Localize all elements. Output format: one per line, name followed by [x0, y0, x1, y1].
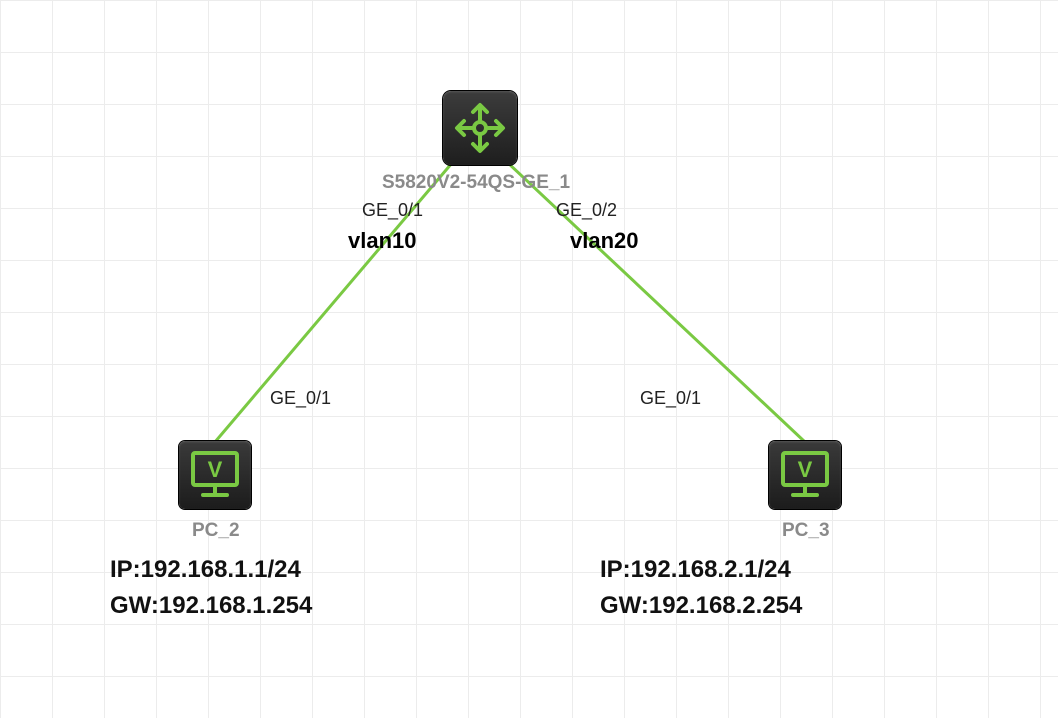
pc2-name: PC_2	[192, 520, 240, 542]
pc3-ip: IP:192.168.2.1/24	[600, 556, 791, 584]
router-arrows-icon	[452, 100, 508, 156]
pc3-port-label: GE_0/1	[640, 388, 701, 409]
pc2-node[interactable]: V	[179, 441, 251, 509]
pc-icon: V	[769, 441, 841, 509]
pc2-port-label: GE_0/1	[270, 388, 331, 409]
switch-label: S5820V2-54QS-GE_1	[382, 172, 570, 194]
vlan-left-label: vlan10	[348, 228, 417, 254]
vlan-right-label: vlan20	[570, 228, 639, 254]
switch-icon	[443, 91, 517, 165]
pc3-node[interactable]: V	[769, 441, 841, 509]
svg-text:V: V	[798, 457, 813, 482]
pc2-gw: GW:192.168.1.254	[110, 592, 312, 620]
pc3-gw: GW:192.168.2.254	[600, 592, 802, 620]
switch-port-right: GE_0/2	[556, 200, 617, 221]
diagram-canvas: V V S5820V2-54QS-GE_1 GE_0/1 GE_0/2 vlan…	[0, 0, 1058, 718]
vm-monitor-icon: V	[777, 449, 833, 501]
pc2-ip: IP:192.168.1.1/24	[110, 556, 301, 584]
svg-text:V: V	[208, 457, 223, 482]
vm-monitor-icon: V	[187, 449, 243, 501]
pc-icon: V	[179, 441, 251, 509]
switch-port-left: GE_0/1	[362, 200, 423, 221]
switch-node[interactable]	[443, 91, 517, 165]
pc3-name: PC_3	[782, 520, 830, 542]
